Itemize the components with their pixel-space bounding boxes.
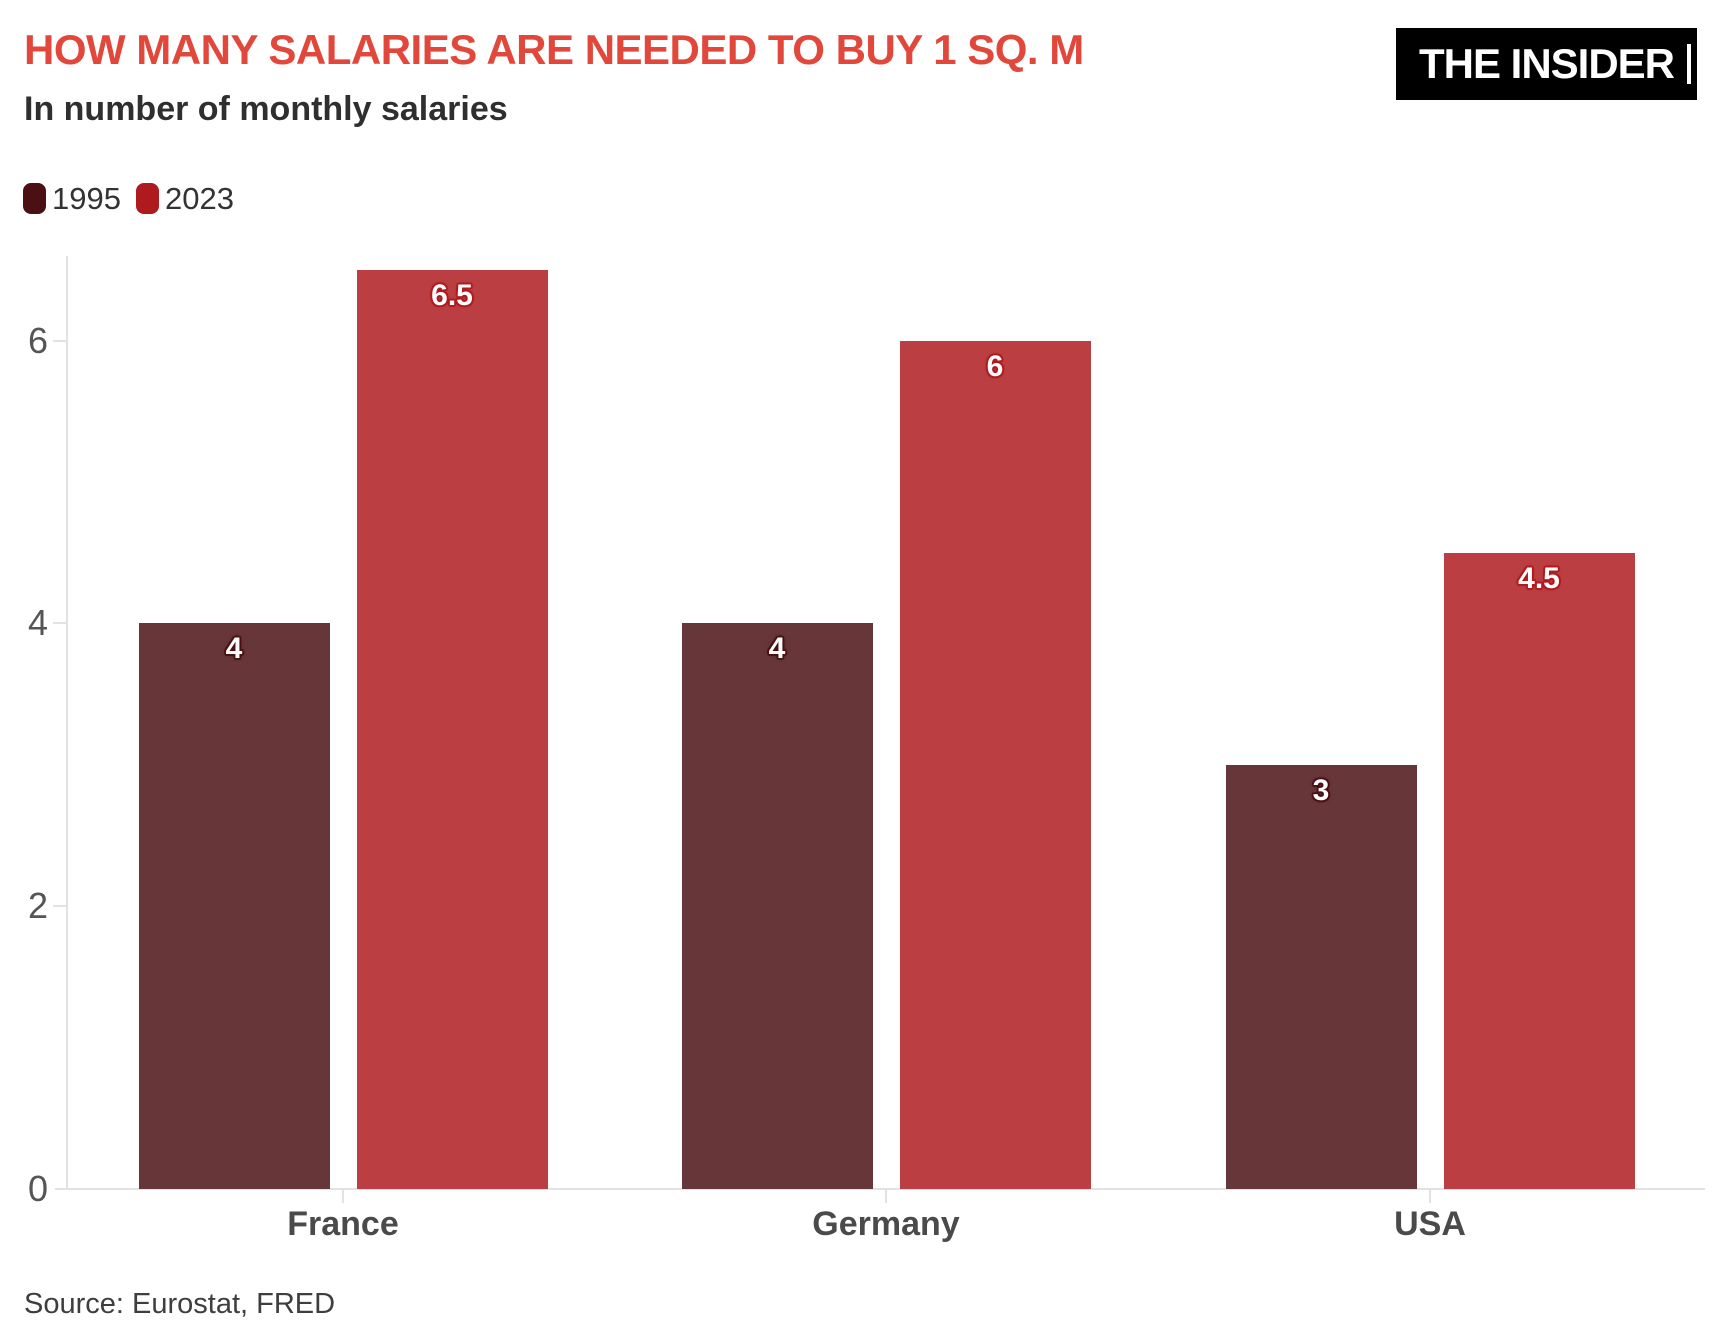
bar-2023-germany xyxy=(899,340,1091,1189)
category-label-usa: USA xyxy=(1394,1205,1466,1243)
brand-logo-text: THE INSIDER xyxy=(1418,40,1675,87)
value-label-1995-usa: 3 xyxy=(1312,773,1330,807)
x-tick-mark xyxy=(342,1190,344,1203)
bar-1995-germany xyxy=(681,623,873,1189)
bar-1995-france xyxy=(138,623,330,1189)
y-axis-line xyxy=(66,255,68,1189)
value-label-2023-usa: 4.5 xyxy=(1518,561,1560,595)
y-tick-label: 4 xyxy=(27,602,48,644)
y-tick-label: 2 xyxy=(27,885,48,927)
x-tick-mark xyxy=(1429,1190,1431,1203)
legend-item-2023: 2023 xyxy=(135,181,234,216)
value-label-1995-germany: 4 xyxy=(768,632,786,666)
y-tick-label: 6 xyxy=(27,319,48,361)
brand-logo: THE INSIDER xyxy=(1396,28,1697,100)
bar-2023-usa xyxy=(1443,552,1635,1189)
value-label-1995-france: 4 xyxy=(225,632,243,666)
value-label-2023-france: 6.5 xyxy=(431,278,473,312)
chart-legend: 1995 2023 xyxy=(23,183,234,214)
legend-swatch-1995 xyxy=(23,183,46,214)
page-title: HOW MANY SALARIES ARE NEEDED TO BUY 1 SQ… xyxy=(24,26,1084,73)
y-tick-mark xyxy=(53,905,67,908)
brand-logo-cursor-bar xyxy=(1687,44,1691,84)
bar-1995-usa xyxy=(1225,764,1417,1189)
legend-swatch-2023 xyxy=(135,183,159,214)
legend-label-1995: 1995 xyxy=(52,181,121,216)
value-label-2023-germany: 6 xyxy=(986,349,1004,383)
category-label-france: France xyxy=(287,1205,399,1243)
y-tick-label: 0 xyxy=(27,1168,48,1209)
x-axis-baseline xyxy=(55,1188,1705,1190)
y-tick-mark xyxy=(53,339,67,342)
bar-2023-france xyxy=(356,269,548,1189)
legend-item-1995: 1995 xyxy=(23,183,121,214)
y-tick-mark xyxy=(53,622,67,625)
legend-label-2023: 2023 xyxy=(164,181,234,216)
chart-subtitle: In number of monthly salaries xyxy=(24,90,508,128)
source-note: Source: Eurostat, FRED xyxy=(24,1288,336,1320)
x-tick-mark xyxy=(885,1190,887,1203)
category-label-germany: Germany xyxy=(812,1205,960,1243)
